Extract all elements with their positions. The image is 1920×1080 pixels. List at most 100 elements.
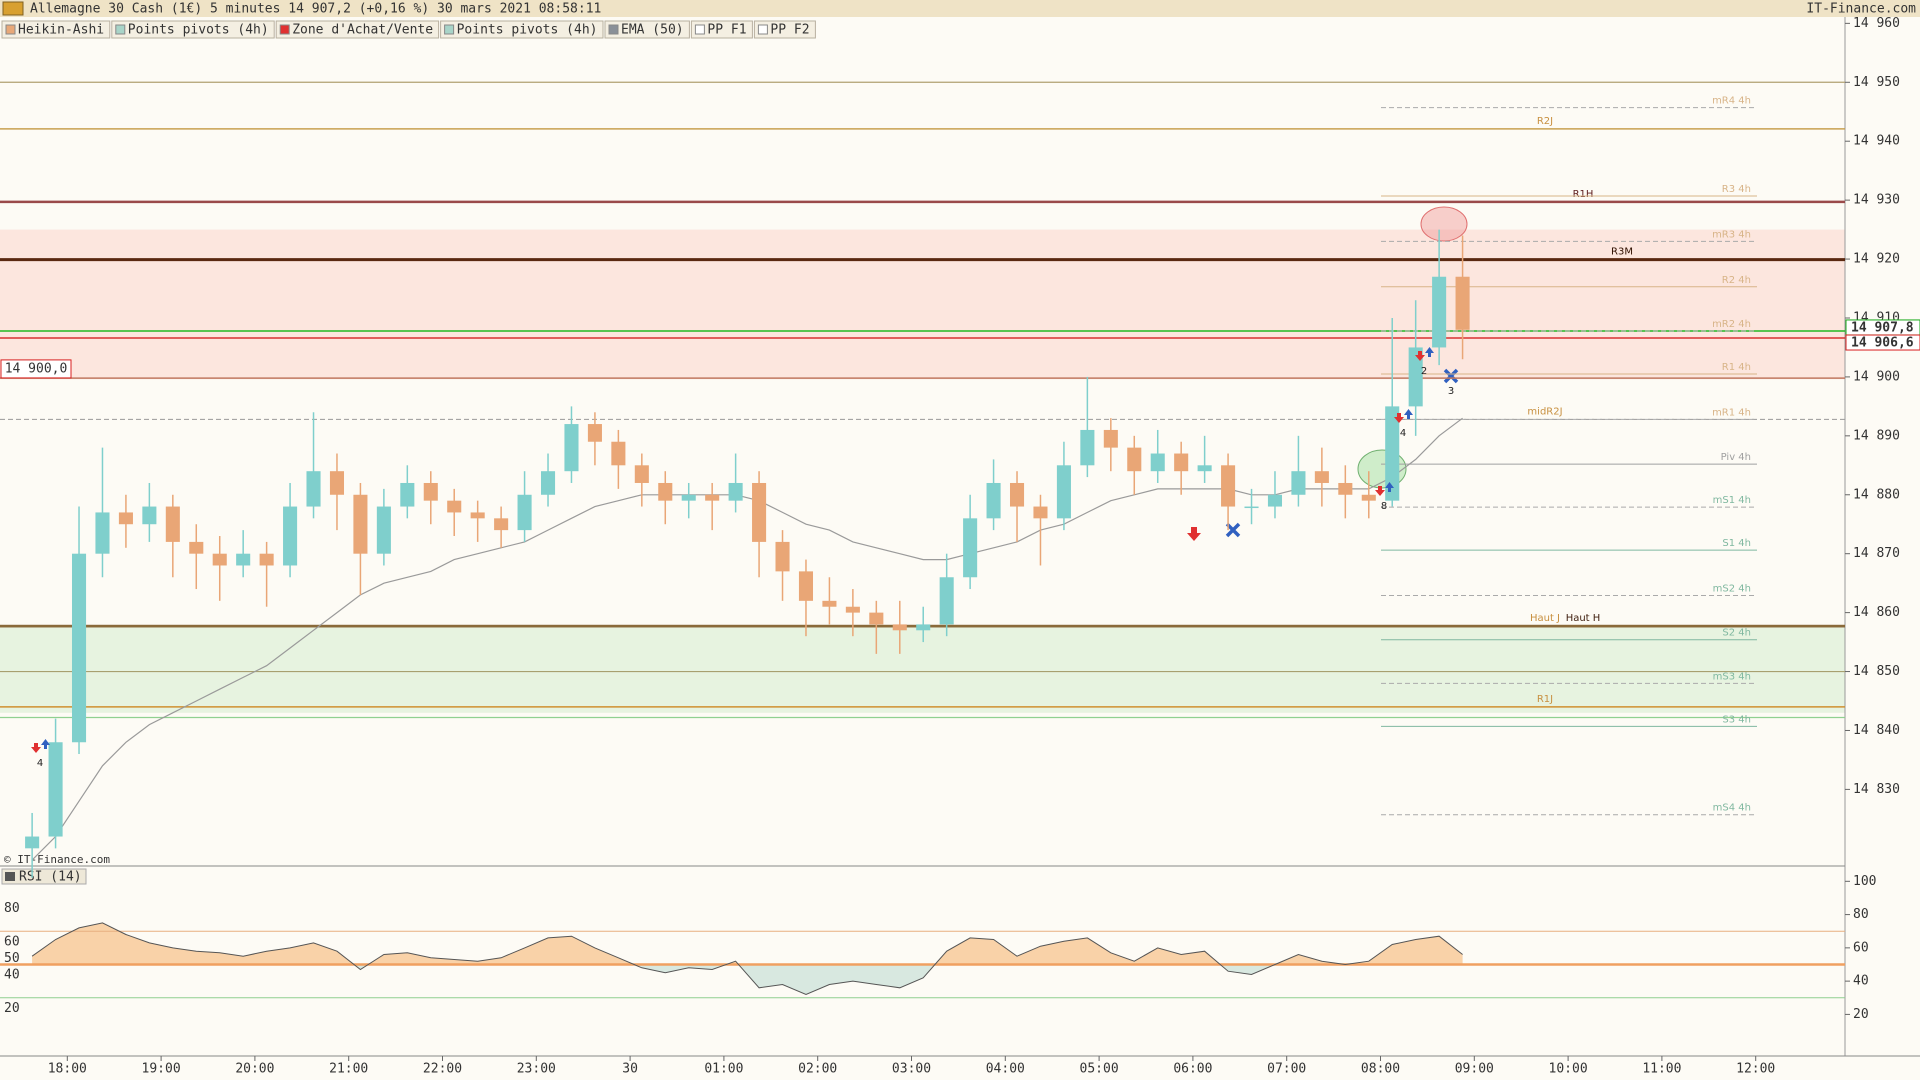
candle-body	[1033, 506, 1048, 519]
candle-body	[634, 465, 649, 483]
sell-arrow	[1187, 527, 1201, 541]
candle-body	[329, 471, 345, 495]
pivot-label: mR2 4h	[1712, 319, 1751, 330]
candle-body	[564, 424, 579, 472]
signal-arrow-up	[1425, 347, 1434, 357]
pivot-label: R1 4h	[1722, 362, 1751, 373]
indicator-button	[275, 20, 440, 39]
candle-body	[1197, 465, 1212, 472]
x-tick-label: 18:00	[48, 1062, 87, 1077]
candle-body	[540, 471, 556, 495]
y-tick-label: 14 900	[1853, 369, 1900, 384]
x-tick-label: 11:00	[1642, 1062, 1681, 1077]
y-tick-label: 14 880	[1853, 487, 1900, 502]
indicator-swatch	[757, 24, 768, 35]
candle-body	[587, 424, 602, 442]
exit-cross	[1443, 368, 1459, 384]
candle-body	[705, 494, 720, 501]
candle-body	[212, 553, 227, 566]
candle-body	[1432, 276, 1447, 348]
x-tick-label: 19:00	[142, 1062, 181, 1077]
y-tick-label: 14 960	[1853, 16, 1900, 31]
signal-icons	[1187, 368, 1459, 541]
candle-body	[1221, 465, 1236, 507]
y-tick-label: 14 950	[1853, 75, 1900, 90]
level-label: midR2J	[1527, 406, 1562, 417]
candle-body	[611, 441, 626, 466]
candle-body	[1267, 494, 1283, 507]
candle-body	[1314, 471, 1329, 483]
price-tag-label: 14 907,8	[1851, 320, 1914, 335]
candle-body	[916, 624, 931, 631]
candle-body	[142, 506, 157, 525]
candle-body	[306, 471, 321, 507]
rsi-left-tick-label: 20	[4, 1001, 20, 1016]
signal-arrow-up	[41, 739, 50, 749]
indicator-swatch	[694, 24, 705, 35]
candle-body	[71, 553, 87, 743]
y-tick-label: 14 870	[1853, 546, 1900, 561]
x-tick-label: 23:00	[517, 1062, 556, 1077]
rsi-left-tick-label: 40	[4, 968, 20, 983]
signal-arrow-down	[1375, 486, 1385, 496]
pivot-label: mR4 4h	[1712, 96, 1751, 107]
pivot-label: mS1 4h	[1713, 495, 1751, 506]
y-tick-label: 14 840	[1853, 723, 1900, 738]
candle-body	[822, 600, 837, 607]
indicator-swatch	[444, 24, 455, 35]
signal-arrow-down	[31, 743, 41, 753]
indicator-button	[604, 20, 690, 39]
indicator-button	[440, 20, 604, 39]
x-tick-label: 20:00	[235, 1062, 274, 1077]
candle-body	[494, 518, 509, 531]
pivot-label: mR1 4h	[1712, 407, 1751, 418]
signal-circle	[1420, 206, 1468, 242]
rsi-left-tick-label: 60	[4, 934, 20, 949]
zone	[0, 229, 1845, 380]
pivot-label: S1 4h	[1722, 538, 1751, 549]
candle-body	[400, 482, 415, 507]
level-label: Haut J	[1530, 613, 1560, 624]
candle-body	[1127, 447, 1142, 472]
indicator-label: PP F2	[770, 23, 809, 38]
rsi-header	[1, 868, 87, 885]
indicator-swatch	[608, 24, 619, 35]
rsi-y-tick-label: 40	[1853, 974, 1869, 989]
title-bar	[0, 0, 1920, 17]
level-label: R3M	[1611, 247, 1633, 258]
candle-body	[1408, 347, 1423, 407]
rsi-y-tick-label: 60	[1853, 940, 1869, 955]
pivot-label: mS2 4h	[1713, 584, 1751, 595]
indicator-label: EMA (50)	[621, 23, 684, 38]
y-tick-label: 14 860	[1853, 605, 1900, 620]
indicator-button	[1, 20, 111, 39]
candle-body	[845, 606, 860, 613]
candle-body	[869, 612, 884, 625]
rsi-title: RSI (14)	[19, 870, 82, 885]
candle-body	[1103, 429, 1118, 448]
indicator-button	[111, 20, 275, 39]
indicator-button	[690, 20, 753, 39]
candle-body	[259, 553, 274, 566]
x-tick-label: 21:00	[329, 1062, 368, 1077]
logo	[2, 1, 24, 16]
candle-body	[447, 500, 462, 513]
left-tag-box	[0, 359, 72, 379]
rsi-y-tick-label: 100	[1853, 874, 1876, 889]
y-tick-label: 14 920	[1853, 252, 1900, 267]
candle-body	[1361, 494, 1376, 501]
candle-body	[775, 541, 790, 572]
x-tick-label: 22:00	[423, 1062, 462, 1077]
candle-body	[1150, 453, 1165, 472]
x-tick-label: 08:00	[1361, 1062, 1400, 1077]
candle-body	[470, 512, 485, 519]
candle-body	[892, 624, 907, 631]
candle-body	[95, 512, 110, 554]
signal-label: 4	[1400, 428, 1406, 439]
candle-body	[1385, 406, 1400, 501]
candle-body	[939, 577, 954, 625]
candle-body	[1455, 276, 1470, 330]
pivot-label: mS4 4h	[1713, 803, 1751, 814]
candle-body	[728, 482, 743, 501]
